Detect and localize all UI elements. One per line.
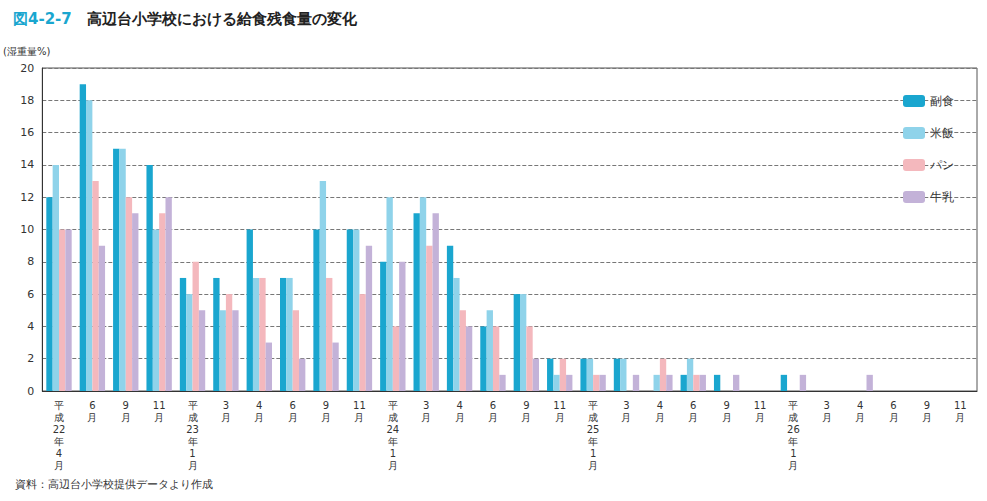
svg-text:成: 成 — [388, 412, 398, 423]
svg-text:成: 成 — [188, 412, 198, 423]
svg-text:月: 月 — [87, 412, 97, 423]
svg-text:月: 月 — [955, 412, 965, 423]
svg-text:年: 年 — [188, 436, 198, 447]
svg-text:24: 24 — [386, 424, 399, 435]
svg-text:3: 3 — [824, 400, 830, 411]
svg-text:3: 3 — [223, 400, 229, 411]
svg-text:月: 月 — [855, 412, 865, 423]
svg-text:平: 平 — [388, 400, 398, 411]
svg-text:3: 3 — [423, 400, 429, 411]
svg-text:月: 月 — [621, 412, 631, 423]
svg-text:月: 月 — [421, 412, 431, 423]
svg-text:月: 月 — [688, 412, 698, 423]
svg-text:月: 月 — [822, 412, 832, 423]
svg-text:月: 月 — [388, 460, 398, 471]
svg-text:米飯: 米飯 — [930, 126, 954, 140]
svg-text:年: 年 — [54, 436, 64, 447]
svg-text:6: 6 — [690, 400, 696, 411]
svg-text:月: 月 — [488, 412, 498, 423]
svg-text:4: 4 — [657, 400, 663, 411]
svg-text:パン: パン — [929, 158, 954, 172]
svg-text:月: 月 — [755, 412, 765, 423]
svg-text:月: 月 — [121, 412, 131, 423]
svg-text:月: 月 — [288, 412, 298, 423]
svg-text:高辺台小学校における給食残食量の変化: 高辺台小学校における給食残食量の変化 — [72, 10, 358, 28]
svg-text:2: 2 — [27, 352, 34, 365]
svg-text:14: 14 — [20, 158, 34, 171]
svg-text:9: 9 — [924, 400, 930, 411]
svg-text:副食: 副食 — [930, 94, 954, 108]
svg-text:4: 4 — [456, 400, 462, 411]
svg-text:6: 6 — [289, 400, 295, 411]
svg-text:月: 月 — [354, 412, 364, 423]
svg-text:月: 月 — [321, 412, 331, 423]
svg-text:1: 1 — [790, 448, 796, 459]
svg-text:年: 年 — [388, 436, 398, 447]
svg-text:平: 平 — [788, 400, 798, 411]
svg-text:成: 成 — [54, 412, 64, 423]
svg-text:年: 年 — [788, 436, 798, 447]
svg-text:1: 1 — [189, 448, 195, 459]
svg-text:月: 月 — [655, 412, 665, 423]
svg-text:11: 11 — [353, 400, 366, 411]
svg-text:月: 月 — [221, 412, 231, 423]
svg-text:月: 月 — [455, 412, 465, 423]
svg-text:8: 8 — [27, 255, 34, 268]
svg-text:11: 11 — [954, 400, 967, 411]
svg-text:月: 月 — [254, 412, 264, 423]
svg-text:9: 9 — [723, 400, 729, 411]
svg-text:16: 16 — [20, 126, 34, 139]
svg-text:25: 25 — [587, 424, 600, 435]
svg-text:4: 4 — [857, 400, 863, 411]
svg-text:1: 1 — [590, 448, 596, 459]
svg-text:4: 4 — [27, 320, 34, 333]
svg-text:月: 月 — [922, 412, 932, 423]
svg-text:資料：高辺台小学校提供データより作成: 資料：高辺台小学校提供データより作成 — [15, 478, 213, 491]
svg-text:4: 4 — [56, 448, 62, 459]
svg-text:20: 20 — [20, 62, 34, 75]
svg-text:11: 11 — [153, 400, 166, 411]
svg-text:3: 3 — [623, 400, 629, 411]
svg-text:26: 26 — [787, 424, 800, 435]
svg-text:6: 6 — [89, 400, 95, 411]
svg-text:6: 6 — [890, 400, 896, 411]
svg-text:牛乳: 牛乳 — [930, 190, 954, 204]
svg-text:成: 成 — [788, 412, 798, 423]
svg-text:9: 9 — [123, 400, 129, 411]
svg-text:月: 月 — [555, 412, 565, 423]
svg-text:月: 月 — [188, 460, 198, 471]
svg-text:月: 月 — [154, 412, 164, 423]
svg-text:0: 0 — [27, 385, 34, 398]
svg-text:12: 12 — [20, 191, 34, 204]
svg-text:23: 23 — [186, 424, 199, 435]
svg-text:成: 成 — [588, 412, 598, 423]
svg-text:平: 平 — [588, 400, 598, 411]
svg-text:平: 平 — [188, 400, 198, 411]
svg-text:(湿重量%): (湿重量%) — [3, 46, 50, 57]
svg-text:11: 11 — [754, 400, 767, 411]
svg-text:9: 9 — [523, 400, 529, 411]
svg-text:4: 4 — [256, 400, 262, 411]
svg-text:年: 年 — [588, 436, 598, 447]
svg-text:22: 22 — [53, 424, 66, 435]
svg-text:月: 月 — [54, 460, 64, 471]
svg-text:10: 10 — [20, 223, 34, 236]
svg-text:6: 6 — [27, 288, 34, 301]
svg-text:月: 月 — [588, 460, 598, 471]
svg-text:月: 月 — [889, 412, 899, 423]
svg-text:9: 9 — [323, 400, 329, 411]
svg-text:月: 月 — [788, 460, 798, 471]
svg-text:平: 平 — [54, 400, 64, 411]
svg-text:月: 月 — [722, 412, 732, 423]
svg-text:11: 11 — [553, 400, 566, 411]
svg-text:6: 6 — [490, 400, 496, 411]
svg-text:18: 18 — [20, 94, 34, 107]
svg-text:図4-2-7: 図4-2-7 — [13, 10, 72, 28]
svg-text:1: 1 — [390, 448, 396, 459]
svg-text:月: 月 — [521, 412, 531, 423]
